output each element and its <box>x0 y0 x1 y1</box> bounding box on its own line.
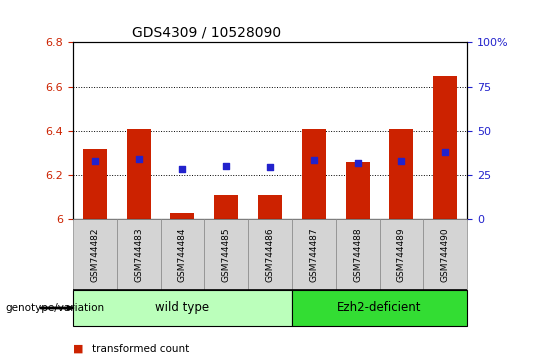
Bar <box>258 195 282 219</box>
Text: wild type: wild type <box>156 302 210 314</box>
Text: GSM744489: GSM744489 <box>397 228 406 282</box>
Bar <box>346 162 370 219</box>
Text: genotype/variation: genotype/variation <box>5 303 105 313</box>
Bar <box>380 219 423 290</box>
Text: GSM744486: GSM744486 <box>266 228 274 282</box>
Text: GSM744485: GSM744485 <box>222 228 231 282</box>
Point <box>134 156 143 161</box>
Point <box>91 158 99 164</box>
Bar <box>423 219 467 290</box>
Point <box>441 149 449 155</box>
Text: ■: ■ <box>73 344 83 354</box>
Bar <box>336 219 380 290</box>
Text: GDS4309 / 10528090: GDS4309 / 10528090 <box>132 26 281 40</box>
Bar <box>73 219 117 290</box>
Bar <box>248 219 292 290</box>
Bar <box>160 219 204 290</box>
Bar <box>433 76 457 219</box>
Point <box>178 166 187 171</box>
Text: GSM744482: GSM744482 <box>90 228 99 282</box>
Bar <box>292 290 467 326</box>
Point <box>397 158 406 164</box>
Bar <box>302 129 326 219</box>
Text: GSM744488: GSM744488 <box>353 228 362 282</box>
Point <box>222 164 231 169</box>
Text: transformed count: transformed count <box>92 344 189 354</box>
Text: GSM744484: GSM744484 <box>178 228 187 282</box>
Bar <box>170 213 194 219</box>
Bar <box>83 149 107 219</box>
Text: GSM744487: GSM744487 <box>309 228 318 282</box>
Bar <box>73 290 292 326</box>
Point <box>309 157 318 162</box>
Bar <box>389 129 414 219</box>
Text: Ezh2-deficient: Ezh2-deficient <box>338 302 422 314</box>
Bar <box>204 219 248 290</box>
Point <box>266 165 274 170</box>
Text: GSM744483: GSM744483 <box>134 228 143 282</box>
Point <box>353 160 362 166</box>
Bar <box>117 219 160 290</box>
Bar <box>126 129 151 219</box>
Bar <box>292 219 336 290</box>
Text: GSM744490: GSM744490 <box>441 228 450 282</box>
Bar <box>214 195 238 219</box>
